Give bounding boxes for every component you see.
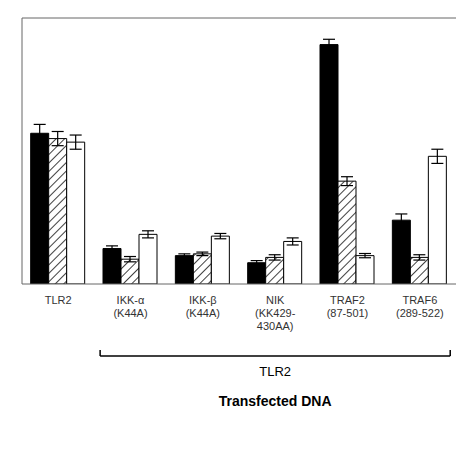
svg-text:IKK-α(K44A): IKK-α(K44A): [113, 294, 147, 319]
svg-text:TLR2: TLR2: [45, 294, 72, 306]
svg-text:IKK-β(K44A): IKK-β(K44A): [186, 294, 220, 319]
svg-text:Transfected DNA: Transfected DNA: [219, 393, 332, 409]
svg-text:TLR2: TLR2: [259, 364, 291, 379]
svg-text:NIK(KK429-430AA): NIK(KK429-430AA): [255, 294, 296, 332]
svg-text:TRAF6(289-522): TRAF6(289-522): [396, 294, 444, 319]
svg-text:TRAF2(87-501): TRAF2(87-501): [327, 294, 369, 319]
